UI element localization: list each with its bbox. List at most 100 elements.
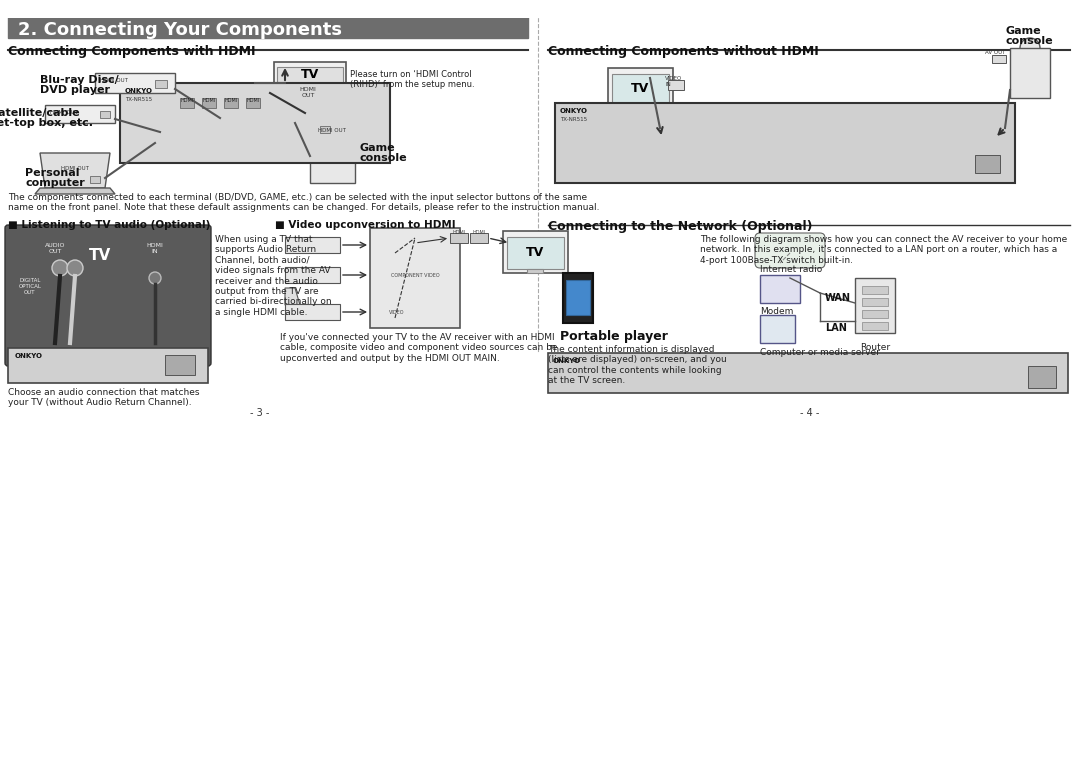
Text: The components connected to each terminal (BD/DVD, GAME, etc.) can be selected w: The components connected to each termina…: [8, 193, 599, 212]
Text: Game: Game: [1005, 26, 1041, 36]
Text: HDMI
OUT: HDMI OUT: [299, 87, 316, 98]
Text: HDMI: HDMI: [246, 98, 259, 103]
Bar: [563, 273, 593, 323]
Circle shape: [81, 363, 91, 373]
Text: 2. Connecting Your Components: 2. Connecting Your Components: [18, 21, 342, 39]
Bar: [285, 304, 340, 320]
Text: HDMI
IN: HDMI IN: [147, 243, 163, 254]
Text: ONKYO: ONKYO: [125, 88, 153, 94]
Circle shape: [410, 298, 420, 308]
Bar: [450, 233, 468, 243]
Text: LAN: LAN: [825, 323, 847, 333]
Circle shape: [750, 153, 760, 163]
Text: TX-NR515: TX-NR515: [561, 117, 588, 122]
Circle shape: [306, 240, 314, 248]
Text: Game: Game: [360, 143, 395, 153]
Circle shape: [146, 139, 154, 147]
Text: computer: computer: [25, 178, 84, 188]
Bar: [669, 80, 684, 90]
Text: console: console: [360, 153, 407, 163]
Bar: [470, 233, 488, 243]
Text: When using a TV that
supports Audio Return
Channel, both audio/
video signals fr: When using a TV that supports Audio Retu…: [215, 235, 332, 317]
Circle shape: [410, 283, 420, 293]
Text: TV: TV: [89, 248, 111, 263]
Polygon shape: [285, 288, 300, 305]
Text: Internet radio: Internet radio: [760, 265, 822, 274]
Text: The content information is displayed
(lists are displayed) on-screen, and you
ca: The content information is displayed (li…: [548, 345, 727, 385]
Bar: [862, 286, 888, 294]
Text: ONKYO: ONKYO: [15, 353, 43, 359]
Circle shape: [831, 369, 842, 381]
Text: The following diagram shows how you can connect the AV receiver to your home
net: The following diagram shows how you can …: [700, 235, 1067, 265]
Circle shape: [158, 139, 166, 147]
Circle shape: [1020, 38, 1040, 58]
Bar: [370, 228, 460, 328]
Text: Connecting Components with HDMI: Connecting Components with HDMI: [8, 45, 256, 58]
Text: Blu-ray Disc/: Blu-ray Disc/: [40, 75, 119, 85]
Circle shape: [306, 270, 314, 278]
Text: HDMI OUT: HDMI OUT: [62, 166, 89, 171]
Circle shape: [63, 363, 73, 373]
Circle shape: [291, 270, 299, 278]
Text: TV: TV: [631, 82, 649, 96]
Circle shape: [576, 317, 580, 321]
Circle shape: [410, 313, 420, 323]
Text: If you've connected your TV to the AV receiver with an HDMI
cable, composite vid: If you've connected your TV to the AV re…: [280, 333, 557, 363]
Bar: [1010, 48, 1050, 98]
Bar: [503, 231, 568, 273]
Bar: [120, 83, 390, 163]
Bar: [180, 98, 194, 108]
Bar: [100, 111, 110, 118]
Circle shape: [306, 307, 314, 315]
Bar: [299, 91, 318, 101]
Text: HDMI: HDMI: [180, 98, 193, 103]
Text: TV: TV: [526, 246, 544, 258]
Text: Router: Router: [860, 343, 890, 352]
Text: Modem: Modem: [760, 307, 794, 316]
Text: ■ Video upconversion to HDMI: ■ Video upconversion to HDMI: [275, 220, 456, 230]
Circle shape: [390, 313, 400, 323]
Bar: [632, 106, 648, 110]
Text: HDMI OUT: HDMI OUT: [319, 128, 346, 133]
Bar: [95, 73, 175, 93]
Text: COMPONENT VIDEO: COMPONENT VIDEO: [391, 273, 440, 278]
Circle shape: [149, 272, 161, 284]
Bar: [274, 62, 346, 100]
Text: DIGITAL
OPTICAL
OUT: DIGITAL OPTICAL OUT: [18, 278, 41, 294]
Circle shape: [390, 283, 400, 293]
Bar: [224, 98, 238, 108]
Bar: [527, 269, 543, 273]
Text: TV: TV: [301, 68, 319, 81]
Circle shape: [390, 313, 400, 323]
Bar: [993, 55, 1005, 63]
Bar: [975, 155, 1000, 173]
Bar: [303, 97, 316, 100]
Circle shape: [742, 369, 754, 381]
Text: - 4 -: - 4 -: [800, 408, 820, 418]
Text: WAN: WAN: [825, 293, 851, 303]
Circle shape: [291, 240, 299, 248]
Text: ■ Listening to TV audio (Optional): ■ Listening to TV audio (Optional): [8, 220, 211, 230]
Circle shape: [170, 139, 178, 147]
Circle shape: [730, 153, 740, 163]
Bar: [566, 280, 590, 315]
Bar: [8, 16, 528, 38]
Bar: [246, 98, 260, 108]
Text: HDMI OUT: HDMI OUT: [50, 110, 78, 115]
Circle shape: [789, 153, 800, 163]
Bar: [320, 126, 330, 133]
Circle shape: [320, 126, 345, 150]
Text: AUDIO
OUT: AUDIO OUT: [44, 243, 65, 254]
Bar: [285, 237, 340, 253]
Text: HDMI: HDMI: [202, 98, 216, 103]
Bar: [285, 267, 340, 283]
Bar: [855, 278, 895, 333]
Bar: [90, 176, 100, 183]
Text: Please turn on ‘HDMI Control
(RIHD)’ from the setup menu.: Please turn on ‘HDMI Control (RIHD)’ fro…: [350, 70, 474, 89]
Circle shape: [194, 139, 202, 147]
Text: DVD player: DVD player: [40, 85, 110, 95]
Bar: [548, 353, 1068, 393]
Circle shape: [183, 139, 190, 147]
Text: VIDEO
IN: VIDEO IN: [665, 76, 683, 87]
Bar: [202, 98, 216, 108]
